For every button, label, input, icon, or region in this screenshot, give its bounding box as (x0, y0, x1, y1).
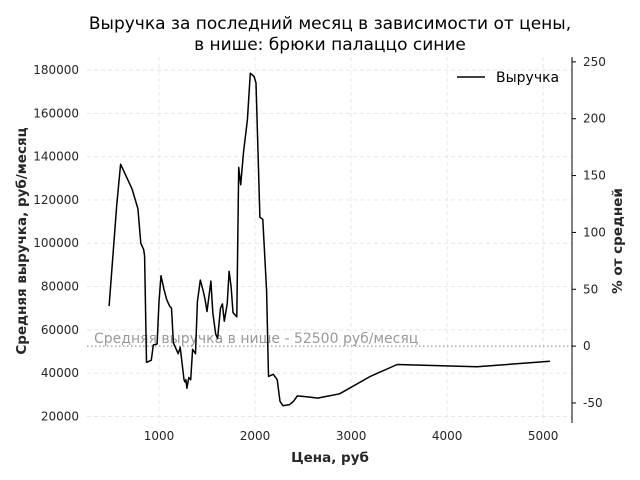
x-tick-label: 3000 (336, 429, 367, 443)
x-axis-label: Цена, руб (291, 450, 369, 466)
y-tick-label: 180000 (33, 63, 79, 77)
y-axis-right-label: % от средней (610, 188, 626, 294)
y-tick-label: 100000 (33, 236, 79, 250)
axes (571, 57, 576, 423)
y-tick-label: 140000 (33, 150, 79, 164)
y-right-tick-label: 250 (583, 55, 606, 69)
y-right-tick-label: 100 (583, 225, 606, 239)
y-tick-label: 40000 (41, 366, 79, 380)
y-right-tick-label: 150 (583, 169, 606, 183)
series-line-0 (108, 72, 550, 407)
y-tick-label: 80000 (41, 280, 79, 294)
chart-title-line-1: Выручка за последний месяц в зависимости… (89, 14, 571, 34)
y-right-tick-label: 50 (583, 282, 598, 296)
y-right-tick-label: -50 (583, 396, 603, 410)
y-axis-label: Средняя выручка, руб/месяц (14, 127, 30, 354)
legend-label: Выручка (496, 70, 559, 86)
x-tick-label: 1000 (144, 429, 175, 443)
y-tick-label: 60000 (41, 323, 79, 337)
x-tick-label: 4000 (432, 429, 463, 443)
y-tick-label: 160000 (33, 106, 79, 120)
y-tick-label: 120000 (33, 193, 79, 207)
chart-title-line-2: в нише: брюки палаццо синие (194, 35, 466, 55)
x-tick-label: 2000 (240, 429, 271, 443)
tick-labels: 1000 2000 3000 4000 500020000400006000080000… (33, 55, 606, 443)
y-right-tick-label: 0 (583, 339, 591, 353)
legend: Выручка (457, 70, 559, 86)
average-label: Средняя выручка в нише - 52500 руб/месяц (94, 331, 418, 347)
y-right-tick-label: 200 (583, 112, 606, 126)
series-layer (108, 72, 550, 407)
average-line-group: Средняя выручка в нише - 52500 руб/месяц (87, 331, 572, 347)
x-tick-label: 5000 (528, 429, 559, 443)
y-tick-label: 20000 (41, 410, 79, 424)
